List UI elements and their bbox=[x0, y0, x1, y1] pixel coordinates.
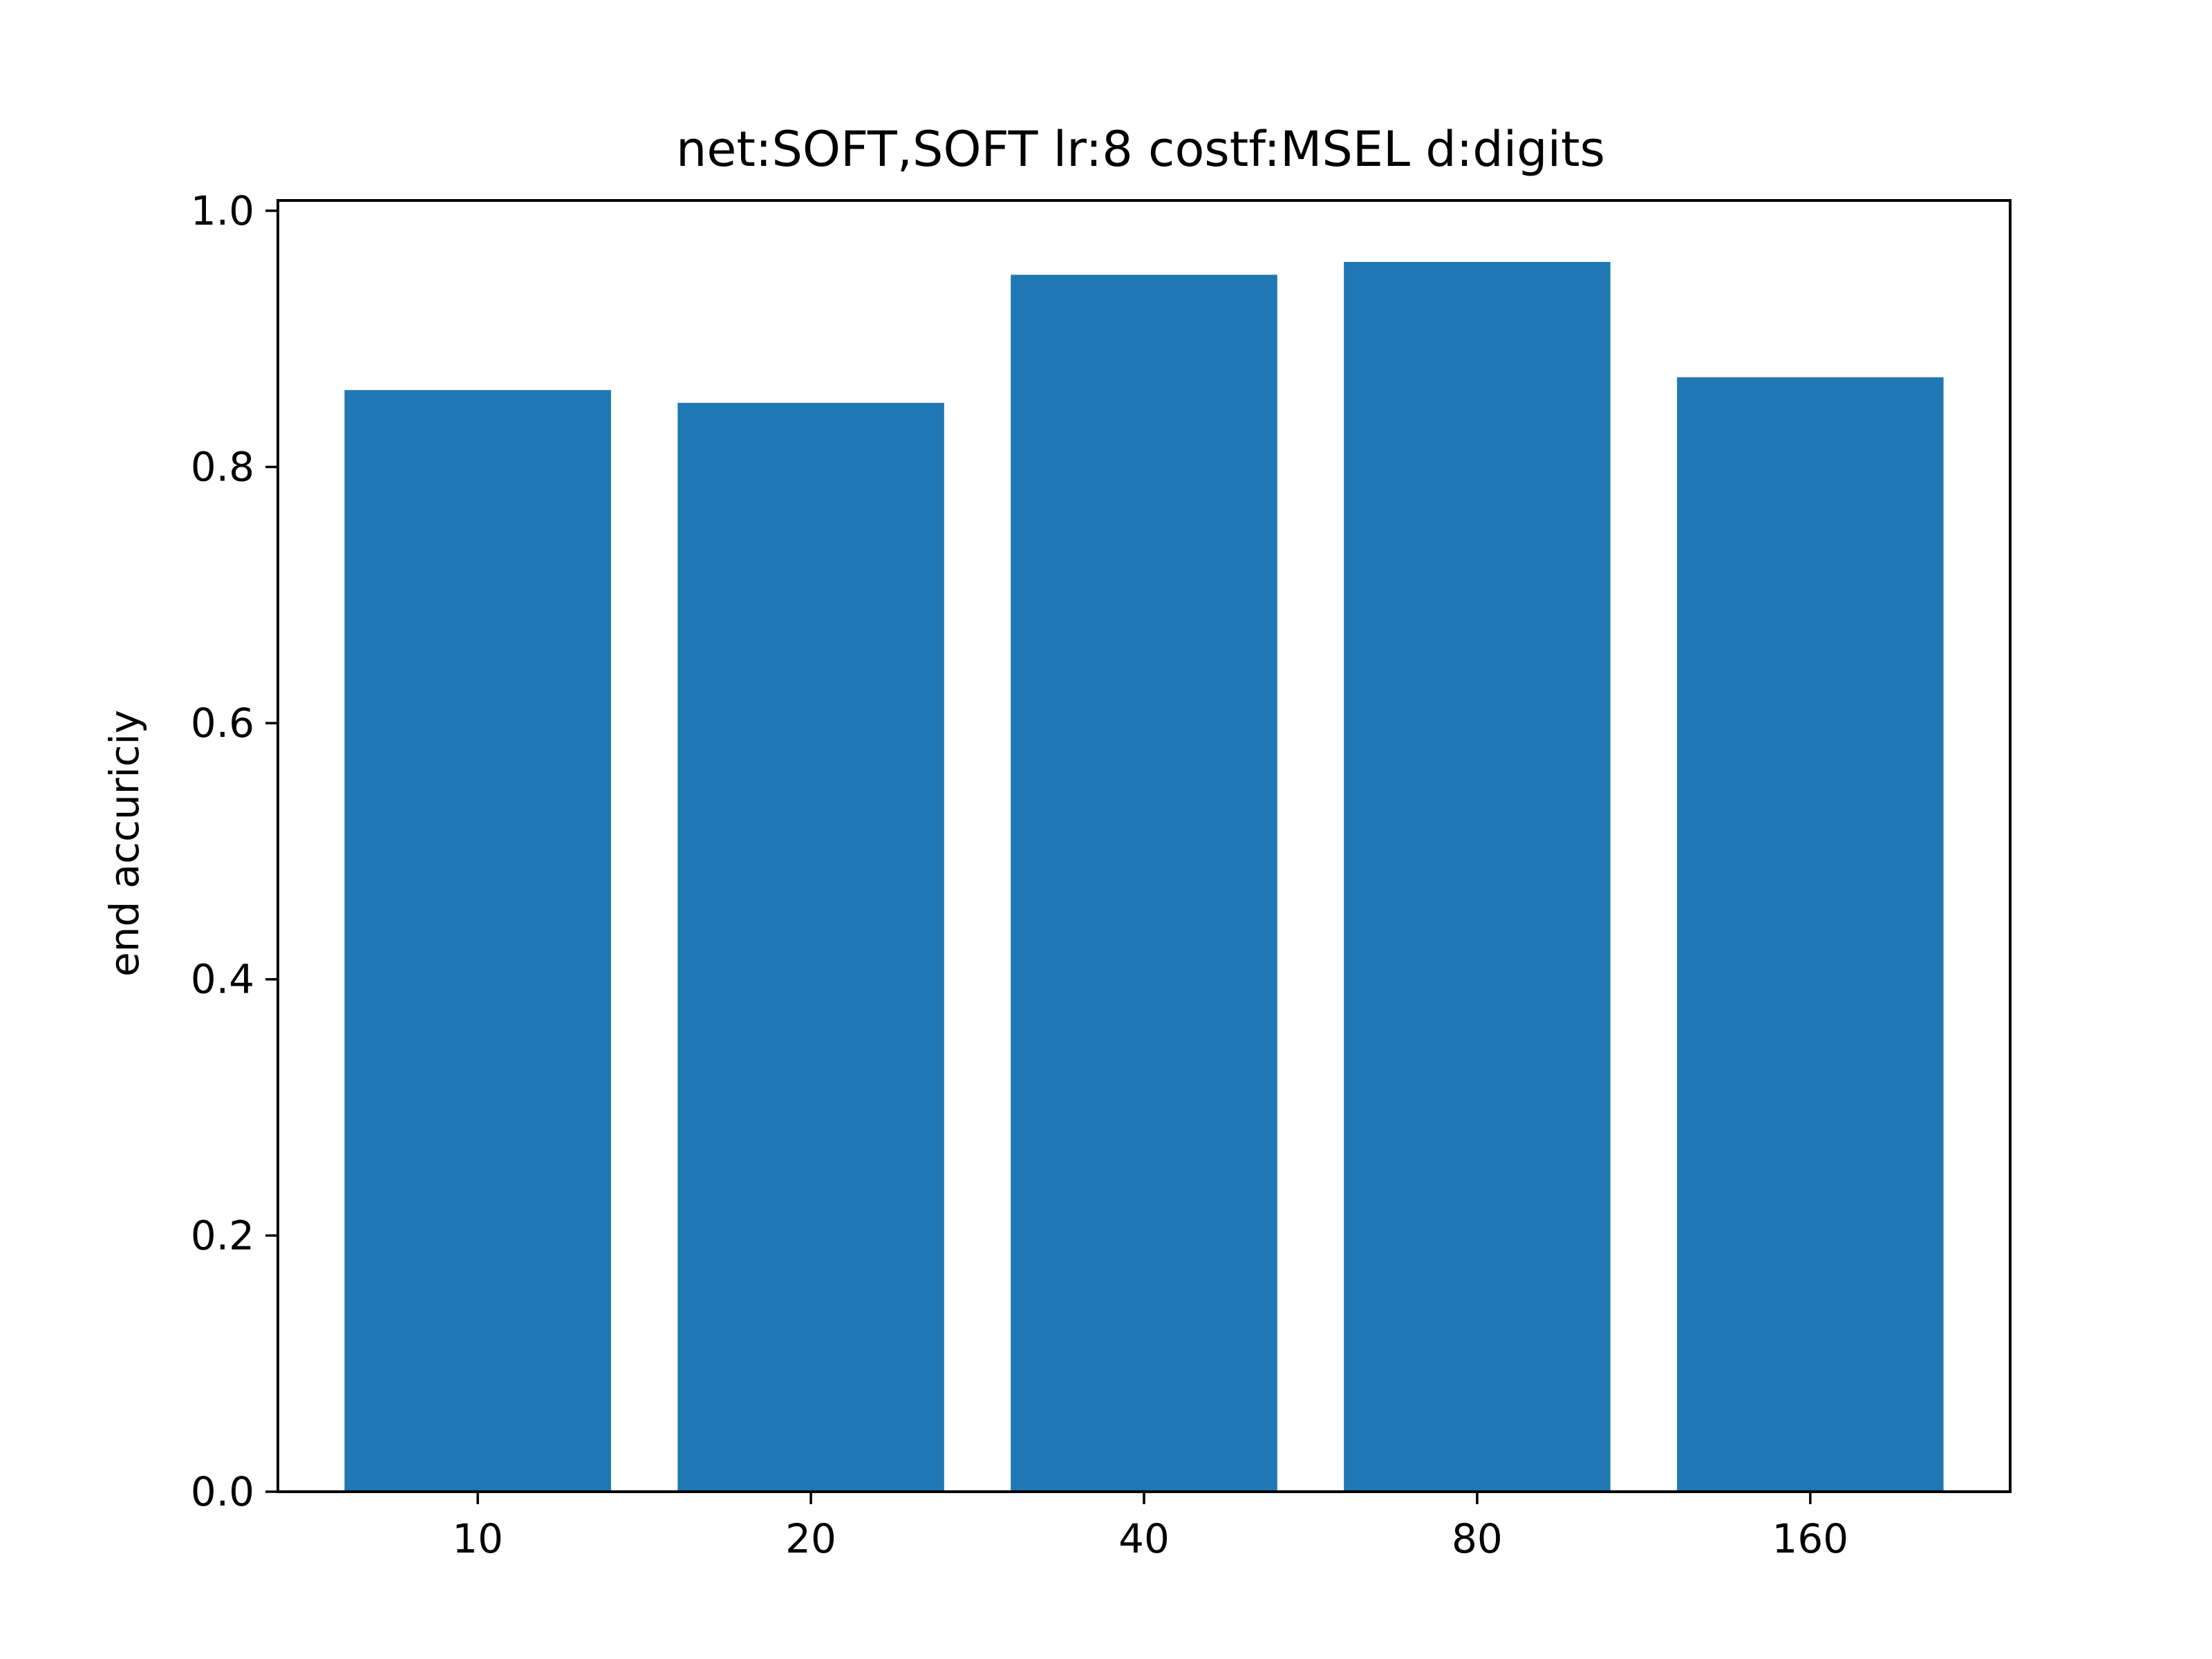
chart-title: net:SOFT,SOFT lr:8 costf:MSEL d:digits bbox=[676, 121, 1605, 178]
x-tick-label: 10 bbox=[452, 1515, 503, 1562]
y-axis-label: end accuriciy bbox=[101, 710, 148, 977]
x-tick-label: 20 bbox=[785, 1515, 836, 1562]
y-axis-ticks: 0.0 0.2 0.4 0.6 0.8 1.0 bbox=[191, 187, 278, 1515]
bar-160 bbox=[1677, 377, 1944, 1492]
y-tick-label: 1.0 bbox=[191, 187, 254, 234]
y-tick-label: 0.4 bbox=[191, 956, 254, 1003]
y-tick-label: 0.2 bbox=[191, 1212, 254, 1259]
y-tick-label: 0.6 bbox=[191, 700, 254, 747]
plot-area-frame bbox=[276, 199, 2012, 1493]
bar-20 bbox=[677, 402, 944, 1492]
x-axis-ticks: 10 20 40 80 160 bbox=[452, 1492, 1848, 1562]
bar-80 bbox=[1344, 261, 1611, 1492]
y-tick-label: 0.0 bbox=[191, 1468, 254, 1515]
x-tick-label: 160 bbox=[1772, 1515, 1848, 1562]
bars bbox=[344, 261, 1944, 1492]
bar-10 bbox=[344, 390, 611, 1492]
y-tick-label: 0.8 bbox=[191, 443, 254, 490]
x-tick-label: 80 bbox=[1452, 1515, 1503, 1562]
bar-40 bbox=[1011, 274, 1277, 1492]
x-tick-label: 40 bbox=[1118, 1515, 1170, 1562]
